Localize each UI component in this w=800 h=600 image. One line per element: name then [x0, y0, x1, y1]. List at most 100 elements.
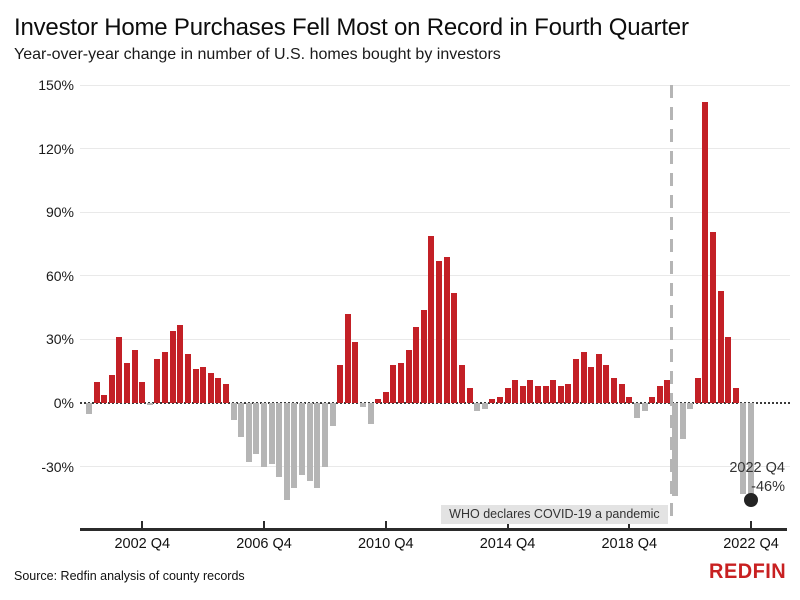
gridline: [80, 211, 790, 213]
bar: [671, 403, 678, 497]
x-axis-tick: [628, 521, 631, 528]
bar: [283, 403, 290, 501]
bar: [192, 369, 199, 403]
bar: [443, 256, 450, 403]
bar: [717, 290, 724, 403]
bar: [321, 403, 328, 467]
bar: [314, 403, 321, 488]
bar: [466, 388, 473, 403]
bar: [519, 386, 526, 403]
bar: [588, 367, 595, 403]
bar: [580, 352, 587, 403]
bar: [656, 386, 663, 403]
bar: [93, 381, 100, 403]
bar: [458, 364, 465, 403]
bar: [154, 358, 161, 403]
bar: [504, 388, 511, 403]
bar: [565, 383, 572, 403]
x-axis-tick-label: 2010 Q4: [357, 536, 414, 552]
bar: [200, 367, 207, 403]
bar: [245, 403, 252, 463]
last-point-quarter: 2022 Q4: [729, 460, 785, 476]
bar: [496, 396, 503, 403]
bar: [618, 383, 625, 403]
bar: [215, 377, 222, 403]
bar: [748, 403, 755, 501]
bar: [595, 354, 602, 403]
gridline: [80, 275, 790, 277]
bar: [261, 403, 268, 467]
bar: [398, 362, 404, 403]
bar: [177, 324, 184, 403]
bar: [344, 314, 351, 403]
bar: [329, 403, 336, 427]
x-axis-tick-label: 2002 Q4: [114, 536, 171, 552]
bar: [428, 235, 435, 403]
bar: [184, 354, 191, 403]
bar: [474, 403, 481, 412]
y-axis-tick-label: 120%: [38, 140, 74, 157]
x-axis-tick: [384, 521, 387, 528]
bar: [268, 403, 275, 465]
bar: [687, 403, 694, 410]
y-axis-tick-label: 90%: [45, 204, 74, 221]
bar: [481, 403, 488, 410]
y-axis-tick-label: 60%: [45, 267, 74, 284]
bar: [534, 386, 541, 403]
x-axis-tick: [750, 521, 753, 528]
bar: [626, 396, 633, 403]
bar: [550, 379, 557, 403]
bar: [420, 309, 427, 403]
gridline: [80, 466, 790, 467]
bar: [527, 379, 534, 403]
gridline: [80, 84, 790, 86]
bar: [390, 364, 397, 403]
bar: [405, 350, 412, 403]
bar: [512, 379, 519, 403]
x-axis-tick-label: 2018 Q4: [601, 536, 658, 552]
bar: [162, 352, 169, 403]
bar: [694, 377, 701, 403]
bar: [740, 403, 747, 495]
y-axis-tick-label: 150%: [38, 77, 74, 94]
pandemic-dashed-line: [669, 85, 673, 522]
x-axis-line: [80, 528, 787, 531]
zero-line: [80, 402, 790, 404]
bar: [299, 403, 306, 475]
bar: [230, 403, 237, 420]
y-axis-tick-label: -30%: [41, 458, 74, 475]
bar: [306, 403, 313, 482]
last-point-value: -46%: [751, 479, 785, 495]
bar: [542, 386, 549, 403]
x-axis-tick: [506, 521, 509, 528]
bar: [116, 337, 123, 403]
bar: [101, 394, 108, 403]
bar: [451, 292, 458, 403]
bar: [649, 396, 656, 403]
gridline: [80, 148, 790, 150]
pandemic-annotation-label: WHO declares COVID-19 a pandemic: [441, 505, 668, 524]
bar: [131, 350, 138, 403]
bar: [732, 388, 739, 403]
bar: [253, 403, 260, 454]
bar: [169, 331, 176, 403]
y-axis-tick-label: 30%: [45, 331, 74, 348]
gridline: [80, 338, 790, 340]
redfin-logo: Redfin: [708, 560, 786, 583]
bar: [238, 403, 245, 437]
bar: [337, 364, 344, 403]
bar: [382, 392, 389, 403]
bar: [702, 102, 709, 403]
chart-title: Investor Home Purchases Fell Most on Rec…: [14, 14, 689, 41]
bar: [633, 403, 640, 418]
x-axis-tick-label: 2006 Q4: [236, 536, 292, 552]
bar: [573, 358, 580, 403]
bar: [664, 379, 671, 403]
bar: [207, 373, 214, 403]
x-axis-tick: [263, 521, 266, 528]
bar: [489, 398, 496, 403]
data-point-dot: [744, 493, 759, 508]
bar: [641, 403, 648, 412]
